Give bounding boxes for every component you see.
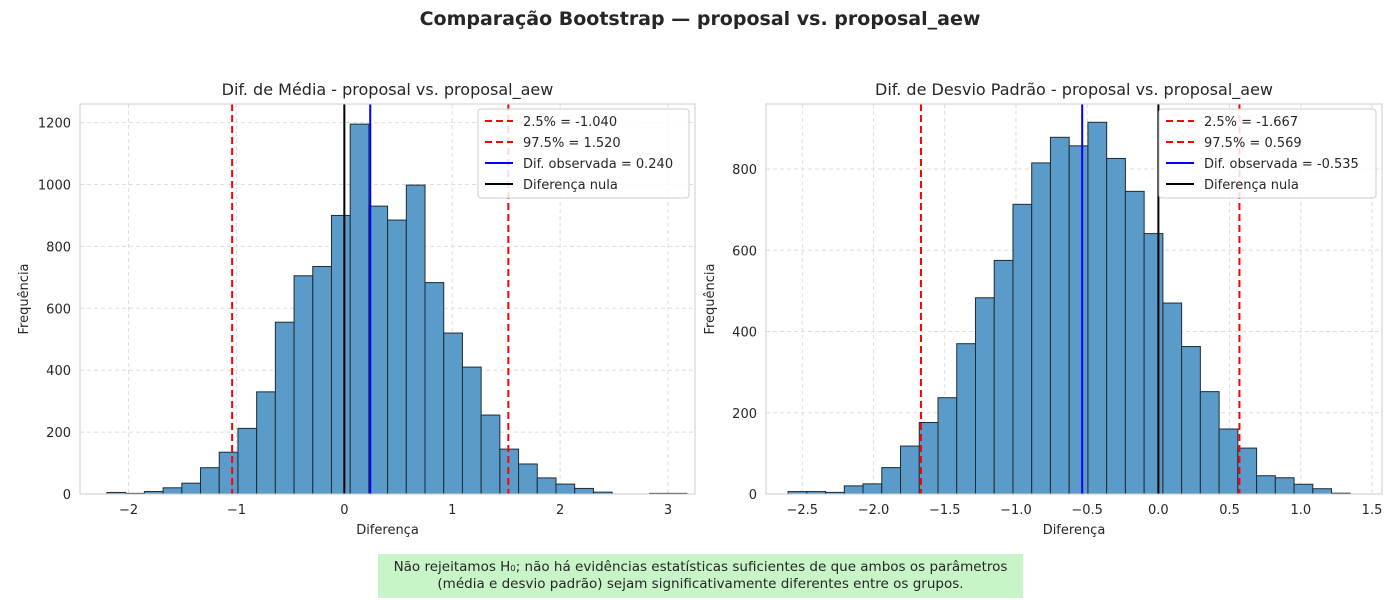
x-tick-label: 0.0 [1148, 503, 1169, 518]
histogram-bar [1143, 233, 1164, 495]
x-tick-label: −1.0 [1000, 503, 1032, 518]
histogram-bar [843, 485, 864, 495]
x-tick-label: 0.5 [1219, 503, 1240, 518]
conclusion-box: Não rejeitamos H₀; não há evidências est… [378, 554, 1023, 598]
y-axis-label: Frequência [17, 263, 32, 334]
legend-label: Diferença nula [523, 178, 618, 193]
y-tick-label: 1200 [38, 117, 71, 132]
x-tick-label: 1.0 [1290, 503, 1311, 518]
legend-box [1158, 108, 1377, 199]
axes-frame [765, 103, 1383, 495]
axes-frame [79, 103, 696, 495]
histogram-bar [1256, 475, 1276, 495]
histogram-bar [918, 422, 939, 495]
histogram-bar [1274, 477, 1295, 495]
chart-title: Dif. de Média - proposal vs. proposal_ae… [222, 80, 554, 100]
histogram-bar [881, 467, 902, 495]
histogram-bar [1162, 302, 1183, 495]
legend-label: Dif. observada = 0.240 [523, 157, 673, 172]
y-tick-label: 1000 [38, 178, 71, 193]
legend-label: Diferença nula [1204, 178, 1299, 193]
histogram-bar [1218, 428, 1239, 495]
histogram-bar [1012, 203, 1033, 495]
conclusion-line-2: (média e desvio padrão) sejam significat… [437, 576, 964, 592]
x-tick-label: −2 [119, 503, 138, 518]
legend-label: 2.5% = -1.040 [523, 115, 617, 130]
histogram-bar [1181, 346, 1201, 495]
legend-box [477, 108, 690, 199]
y-tick-label: 0 [749, 488, 757, 503]
histogram-bar [1124, 190, 1145, 495]
y-axis-label: Frequência [703, 263, 718, 334]
y-tick-label: 800 [732, 163, 757, 178]
x-axis-label: Diferença [356, 523, 419, 538]
histogram-bar [1237, 447, 1258, 495]
histogram-bar [862, 483, 883, 495]
histogram-bar [1106, 157, 1126, 495]
conclusion-line-1: Não rejeitamos H₀; não há evidências est… [393, 559, 1008, 575]
chart-title: Dif. de Desvio Padrão - proposal vs. pro… [875, 80, 1273, 100]
histogram-bar [956, 343, 976, 495]
y-tick-label: 0 [63, 488, 71, 503]
x-tick-label: 0 [340, 503, 348, 518]
histogram-bar [1293, 483, 1314, 495]
y-tick-label: 200 [46, 426, 71, 441]
x-tick-label: −2.0 [858, 503, 890, 518]
y-tick-label: 600 [732, 244, 757, 259]
x-tick-label: 3 [664, 503, 672, 518]
histogram-bar [974, 297, 995, 495]
std-difference-histogram: −2.5 −2.0 −1.5 −1.0 −0.5 0.0 0.5 1.0 1.5 0 200 400 6… [703, 80, 1383, 538]
legend: 2.5% = -1.667 97.5% = 0.569 Dif. observada… [1158, 108, 1377, 199]
histogram-bar [1312, 488, 1333, 495]
mean-difference-histogram: −2 −1 0 1 2 3 0 200 400 600 800 1000 1200 Dif. de Méd… [17, 80, 696, 538]
x-tick-label: −1.5 [929, 503, 961, 518]
y-tick-label: 400 [732, 326, 757, 341]
figure-title: Comparação Bootstrap — proposal vs. prop… [419, 8, 981, 30]
histogram-bar [1068, 145, 1089, 495]
histogram-bar [1087, 121, 1108, 495]
y-tick-label: 600 [46, 302, 71, 317]
y-tick-label: 800 [46, 240, 71, 255]
x-axis-label: Diferença [1043, 523, 1106, 538]
legend-label: 97.5% = 0.569 [1204, 136, 1302, 151]
x-tick-label: −1 [227, 503, 246, 518]
x-tick-label: −2.5 [787, 503, 819, 518]
histogram-bar [993, 259, 1014, 495]
x-tick-label: 2 [556, 503, 564, 518]
y-tick-label: 400 [46, 364, 71, 379]
histogram-bar [1049, 136, 1070, 495]
histogram-bar [1031, 162, 1051, 495]
legend: 2.5% = -1.040 97.5% = 1.520 Dif. observada… [477, 108, 690, 199]
histogram-bar [900, 445, 920, 495]
x-tick-label: −0.5 [1071, 503, 1103, 518]
histogram-bar [937, 397, 958, 495]
legend-label: Dif. observada = -0.535 [1204, 157, 1359, 172]
y-tick-label: 200 [732, 407, 757, 422]
x-tick-label: 1 [448, 503, 456, 518]
x-tick-label: 1.5 [1362, 503, 1383, 518]
legend-label: 2.5% = -1.667 [1204, 115, 1298, 130]
legend-label: 97.5% = 1.520 [523, 136, 621, 151]
histogram-bar [1199, 391, 1220, 495]
